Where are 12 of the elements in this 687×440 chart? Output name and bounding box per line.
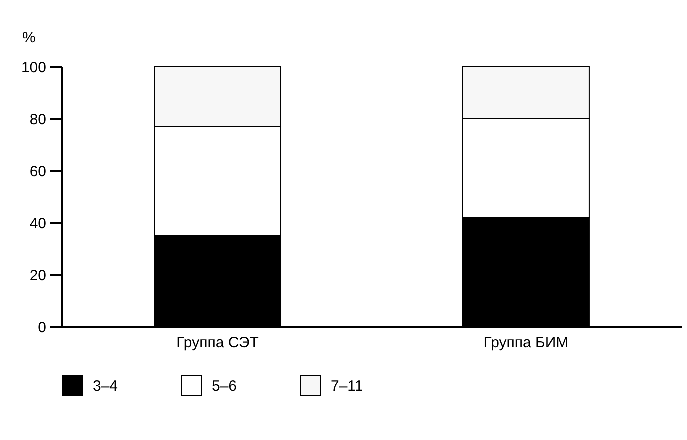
x-tick-label: Группа БИМ	[484, 334, 569, 352]
legend-label: 3–4	[93, 378, 118, 395]
y-tick-label: 20	[30, 268, 46, 284]
x-tick-label: Группа СЭТ	[176, 334, 259, 352]
y-tick-label: 80	[30, 112, 46, 128]
y-tick-label: 60	[30, 164, 46, 180]
y-tick-label: 0	[38, 320, 46, 336]
y-tick-label: 100	[21, 60, 46, 76]
legend-label: 7–11	[331, 378, 364, 395]
legend-label: 5–6	[212, 378, 238, 395]
y-tick-label: 40	[30, 216, 46, 232]
y-axis-title: %	[22, 30, 36, 46]
